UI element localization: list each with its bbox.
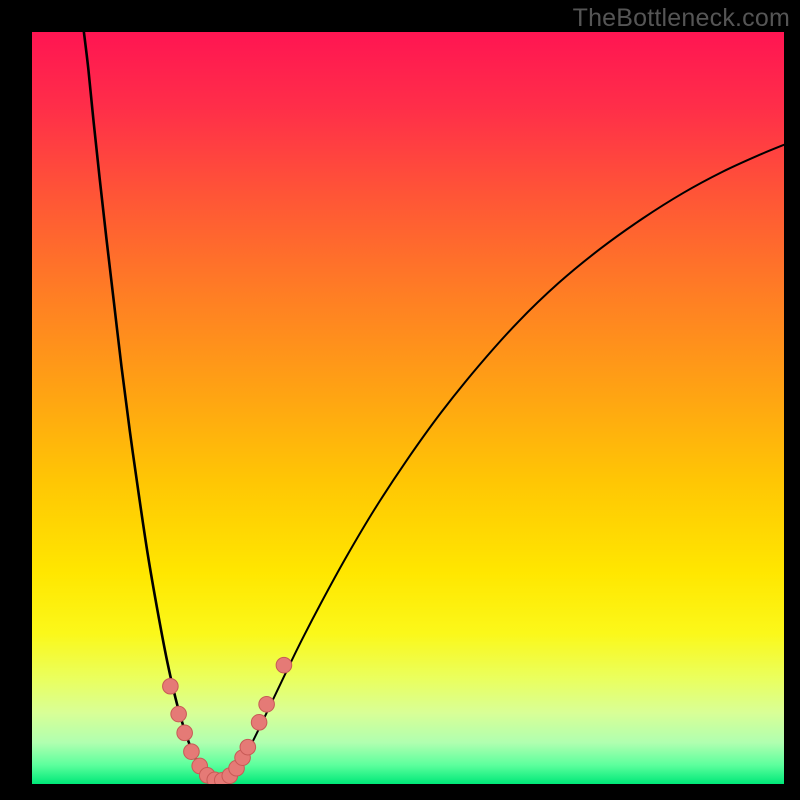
watermark-text: TheBottleneck.com: [0, 4, 790, 33]
data-marker: [251, 715, 267, 731]
data-marker: [184, 744, 200, 760]
data-marker: [171, 706, 187, 722]
data-marker: [163, 678, 179, 694]
data-marker: [177, 725, 193, 741]
bottleneck-chart: [32, 32, 784, 784]
data-marker: [276, 657, 292, 673]
gradient-background: [32, 32, 784, 784]
data-marker: [259, 696, 275, 712]
plot-area: [32, 32, 784, 784]
data-marker: [240, 739, 256, 755]
